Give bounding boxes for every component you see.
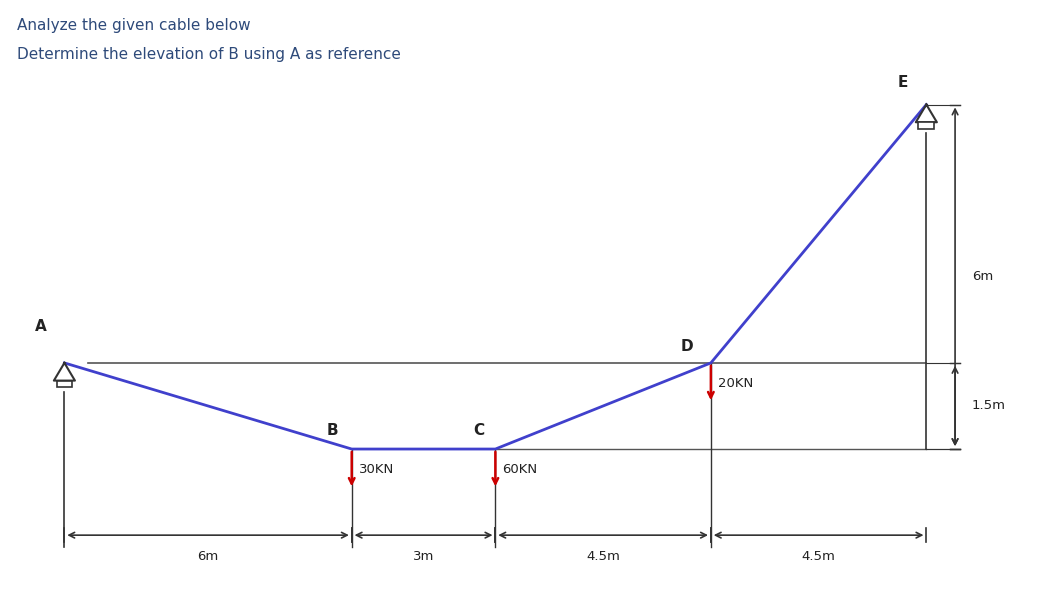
Text: 6m: 6m: [198, 549, 219, 563]
Text: 1.5m: 1.5m: [972, 400, 1006, 412]
Text: Determine the elevation of B using A as reference: Determine the elevation of B using A as …: [17, 47, 400, 62]
Text: 4.5m: 4.5m: [801, 549, 835, 563]
Text: C: C: [473, 423, 484, 437]
Bar: [918, 122, 934, 128]
Text: 3m: 3m: [413, 549, 434, 563]
Text: 60KN: 60KN: [502, 463, 538, 475]
Text: A: A: [35, 319, 46, 334]
Text: B: B: [326, 423, 338, 437]
Text: Analyze the given cable below: Analyze the given cable below: [17, 18, 251, 34]
Text: 6m: 6m: [972, 270, 993, 284]
Text: E: E: [897, 75, 908, 90]
Text: 4.5m: 4.5m: [587, 549, 620, 563]
Bar: [57, 381, 73, 387]
Text: 20KN: 20KN: [718, 376, 753, 389]
Text: D: D: [680, 339, 693, 354]
Text: 30KN: 30KN: [359, 463, 394, 475]
